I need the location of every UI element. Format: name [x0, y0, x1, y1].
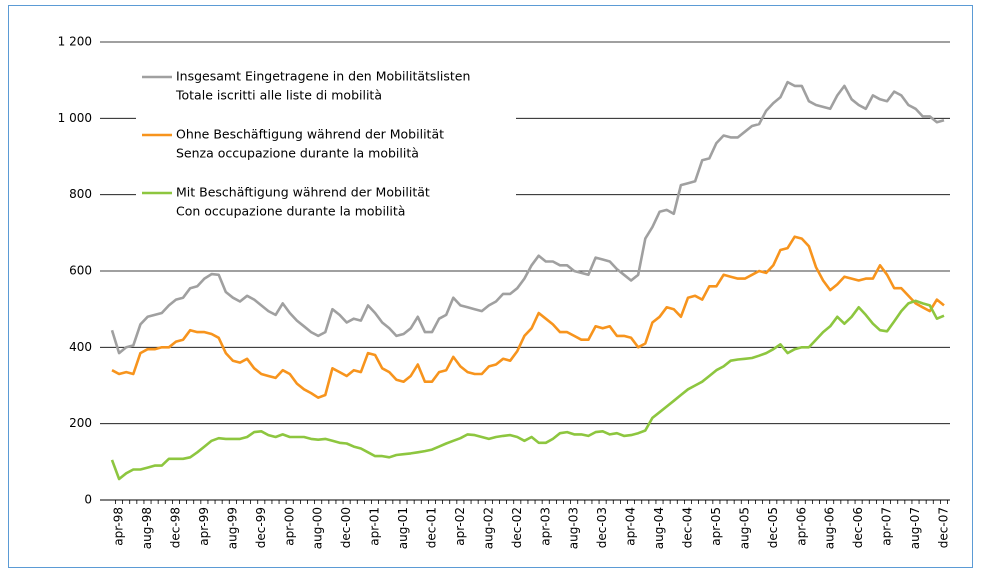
x-tick-label: aug-98 — [140, 507, 154, 549]
x-tick-label: aug-05 — [737, 507, 751, 549]
legend: Insgesamt Eingetragene in den Mobilitäts… — [136, 60, 516, 240]
x-tick-label: aug-04 — [652, 507, 666, 549]
legend-label: Ohne Beschäftigung während der Mobilität — [176, 127, 444, 142]
x-tick-label: apr-04 — [624, 507, 638, 546]
y-tick-label: 0 — [84, 493, 92, 507]
legend-label: Insgesamt Eingetragene in den Mobilitäts… — [176, 69, 470, 84]
legend-label: Totale iscritti alle liste di mobilità — [175, 88, 382, 103]
x-tick-label: apr-01 — [368, 507, 382, 546]
series-line — [110, 80, 945, 355]
legend-box — [136, 60, 516, 240]
lines — [110, 80, 945, 481]
x-tick-label: apr-03 — [538, 507, 552, 546]
x-tick-label: aug-07 — [908, 507, 922, 549]
x-tick-label: dec-98 — [169, 507, 183, 548]
legend-label: Mit Beschäftigung während der Mobilität — [176, 185, 430, 200]
legend-label: Senza occupazione durante la mobilità — [176, 146, 419, 161]
x-tick-label: dec-04 — [681, 507, 695, 548]
axes: 0 200 400 600 800 1 000 1 200 apr-98 aug-98 dec-9… — [58, 35, 951, 550]
series-line — [111, 235, 945, 399]
x-tick-label: apr-02 — [453, 507, 467, 546]
x-tick-label: apr-05 — [709, 507, 723, 546]
y-tick-label: 600 — [69, 264, 92, 278]
x-tick-label: aug-99 — [225, 507, 239, 549]
x-tick-label: dec-06 — [851, 507, 865, 548]
x-tick-label: dec-07 — [937, 507, 951, 548]
x-tick-label: dec-99 — [254, 507, 268, 548]
x-tick-label: aug-00 — [311, 507, 325, 549]
x-tick-label: apr-99 — [197, 507, 211, 546]
series-line — [110, 299, 945, 481]
x-tick-label: apr-06 — [794, 507, 808, 546]
y-tick-label: 400 — [69, 340, 92, 354]
x-tick-label: aug-02 — [481, 507, 495, 549]
y-tick-label: 800 — [69, 187, 92, 201]
y-tick-label: 1 000 — [58, 111, 92, 125]
x-tick-label: aug-06 — [823, 507, 837, 549]
x-tick-label: dec-00 — [339, 507, 353, 548]
x-tick-label: dec-01 — [425, 507, 439, 548]
x-tick-label: apr-98 — [112, 507, 126, 546]
x-tick-label: dec-03 — [595, 507, 609, 548]
y-tick-label: 200 — [69, 416, 92, 430]
x-tick-label: dec-05 — [766, 507, 780, 548]
x-tick-label: aug-01 — [396, 507, 410, 549]
y-tick-label: 1 200 — [58, 35, 92, 49]
x-tick-label: dec-02 — [510, 507, 524, 548]
legend-label: Con occupazione durante la mobilità — [176, 204, 405, 219]
x-tick-label: apr-07 — [880, 507, 894, 546]
x-tick-label: aug-03 — [567, 507, 581, 549]
x-tick-label: apr-00 — [282, 507, 296, 546]
